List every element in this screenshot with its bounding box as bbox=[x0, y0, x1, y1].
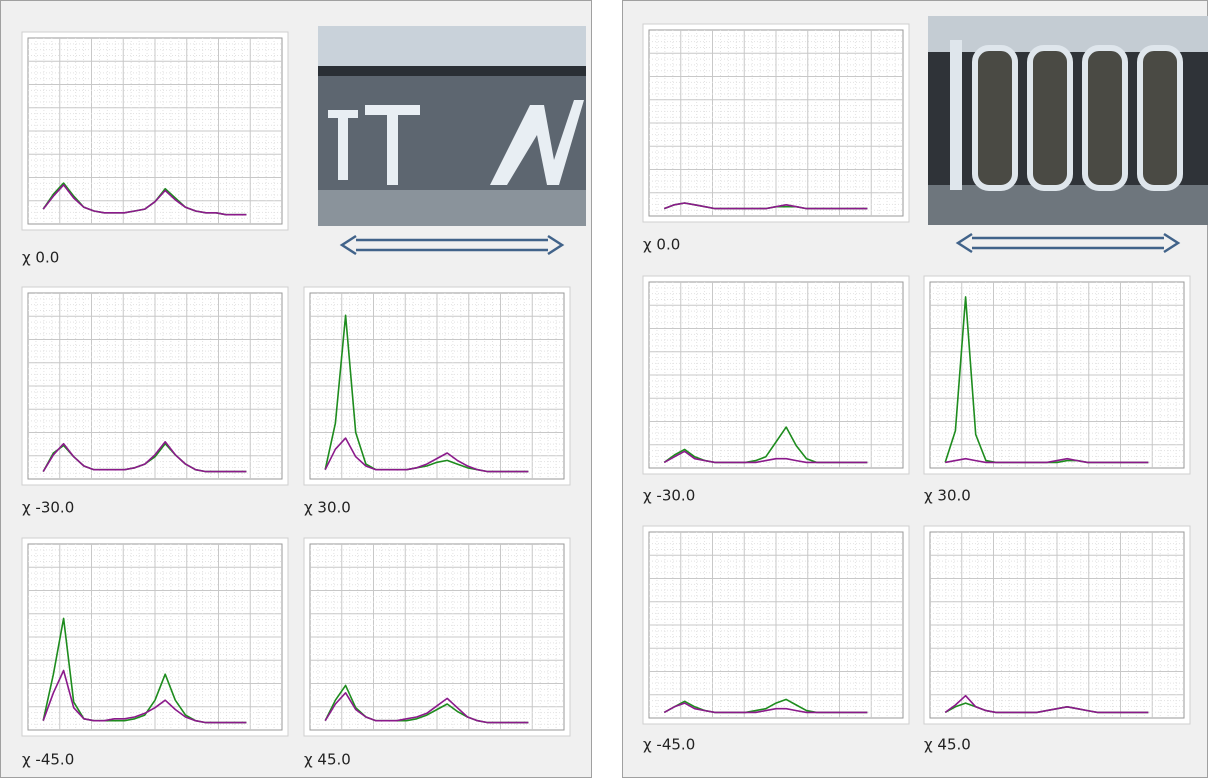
plot-label: χ 0.0 bbox=[22, 249, 59, 267]
spectrum-plot: χ -30.0 bbox=[22, 287, 288, 517]
plot-label: χ -30.0 bbox=[643, 487, 695, 505]
plot-label: χ 0.0 bbox=[643, 236, 680, 254]
spectrum-plot: χ 0.0 bbox=[643, 24, 909, 254]
spectrum-plot: χ -30.0 bbox=[643, 276, 909, 505]
plot-label: χ -45.0 bbox=[22, 751, 74, 769]
plot-label: χ 30.0 bbox=[304, 499, 351, 517]
spectrum-plot: χ -45.0 bbox=[22, 538, 288, 769]
plot-label: χ -30.0 bbox=[22, 499, 74, 517]
sample-photo bbox=[928, 16, 1208, 225]
plot-label: χ -45.0 bbox=[643, 736, 695, 754]
screenshot: χ 0.0 χ -30.0 χ 30.0 χ -45.0 χ 45.0 χ 0.0 χ -3… bbox=[0, 0, 1208, 778]
plot-label: χ 45.0 bbox=[924, 736, 971, 754]
spectrum-plot: χ 30.0 bbox=[924, 276, 1190, 505]
spectrum-plot: χ -45.0 bbox=[643, 526, 909, 754]
sample-photo bbox=[318, 26, 586, 226]
spectrum-plot: χ 30.0 bbox=[304, 287, 570, 517]
plot-label: χ 45.0 bbox=[304, 751, 351, 769]
spectrum-plot: χ 45.0 bbox=[924, 526, 1190, 754]
plot-label: χ 30.0 bbox=[924, 487, 971, 505]
spectrum-plot: χ 45.0 bbox=[304, 538, 570, 769]
